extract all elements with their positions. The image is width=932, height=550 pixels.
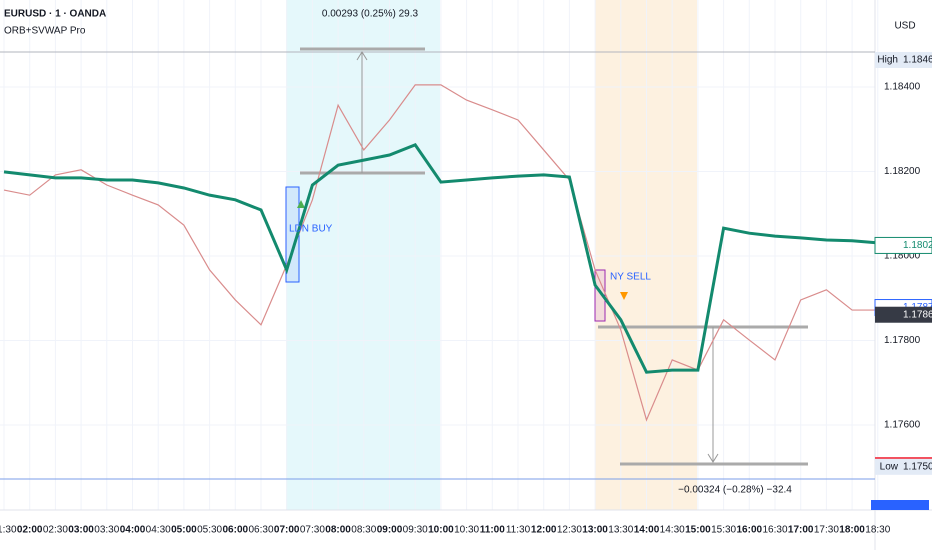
sell-signal — [620, 292, 628, 300]
x-tick-label: 06:30 — [248, 525, 273, 536]
buy-signal — [297, 200, 305, 208]
x-tick-label: 16:30 — [762, 525, 787, 536]
x-tick-label: 03:30 — [94, 525, 119, 536]
x-tick-label: 17:00 — [788, 525, 814, 536]
y-tick-label: 1.17600 — [884, 420, 921, 431]
x-tick-label: 10:00 — [428, 525, 454, 536]
price-badge-value: 1.18464 — [903, 55, 932, 66]
indicator-name: ORB+SVWAP Pro — [4, 26, 86, 37]
x-tick-label: 01:30 — [0, 525, 17, 536]
x-tick-label: 09:00 — [377, 525, 403, 536]
plot — [3, 84, 878, 422]
price-badge — [875, 51, 932, 68]
price-badge — [874, 236, 932, 254]
x-tick-label: 16:00 — [737, 525, 763, 536]
scroll-bar[interactable] — [871, 500, 929, 510]
x-tick-label: 11:00 — [480, 525, 505, 536]
series-line — [3, 143, 878, 374]
y-tick-label: 1.18000 — [884, 251, 921, 262]
x-tick-label: 14:30 — [660, 525, 685, 536]
x-tick-label: 18:00 — [839, 525, 865, 536]
orb-box — [594, 269, 606, 322]
x-tick-label: 11:30 — [506, 525, 531, 536]
signal-label: NY SELL — [610, 272, 651, 283]
x-tick-label: 18:30 — [865, 525, 890, 536]
x-tick-label: 14:00 — [634, 525, 660, 536]
london-session — [286, 0, 440, 510]
x-tick-label: 17:30 — [814, 525, 839, 536]
x-tick-label: 13:00 — [582, 525, 608, 536]
y-tick-label: 1.17800 — [884, 335, 921, 346]
symbol-title: EURUSD · 1 · OANDA — [4, 9, 106, 20]
price-badge-value: 1.18025 — [903, 240, 932, 251]
price-badge-value: 1.17501 — [903, 461, 932, 472]
x-tick-label: 04:30 — [146, 525, 171, 536]
x-tick-label: 05:00 — [171, 525, 197, 536]
x-tick-label: 07:00 — [274, 525, 300, 536]
price-badge-value: 1.17861 — [903, 309, 932, 320]
x-tick-label: 06:00 — [223, 525, 249, 536]
signal-label: LDN BUY — [289, 224, 333, 235]
grid — [0, 0, 879, 510]
currency: USD — [894, 21, 915, 32]
x-tick-label: 08:30 — [351, 525, 376, 536]
x-tick-label: 02:30 — [43, 525, 68, 536]
x-tick-label: 10:30 — [454, 525, 479, 536]
price-badge-name: Low — [880, 461, 899, 472]
y-tick-label: 1.18200 — [884, 166, 921, 177]
x-tick-label: 07:30 — [300, 525, 325, 536]
arrow-head — [356, 51, 368, 61]
x-tick-label: 12:00 — [531, 525, 557, 536]
x-tick-label: 08:00 — [325, 525, 351, 536]
measure-label: −0.00324 (−0.28%) −32.4 — [678, 485, 792, 496]
x-tick-label: 15:30 — [711, 525, 736, 536]
x-tick-label: 04:00 — [120, 525, 146, 536]
y-tick-label: 1.18400 — [884, 82, 921, 93]
x-tick-label: 13:30 — [608, 525, 633, 536]
series-line — [3, 84, 878, 422]
arrow-head — [707, 453, 719, 463]
x-tick-label: 02:00 — [17, 525, 43, 536]
x-tick-label: 05:30 — [197, 525, 222, 536]
measure-label: 0.00293 (0.25%) 29.3 — [322, 9, 419, 20]
x-tick-label: 15:00 — [685, 525, 711, 536]
price-badge-name: High — [877, 55, 898, 66]
price-badge — [875, 306, 932, 323]
x-tick-label: 12:30 — [557, 525, 582, 536]
x-tick-label: 03:00 — [68, 525, 94, 536]
x-tick-label: 09:30 — [403, 525, 428, 536]
price-badge — [875, 458, 932, 475]
